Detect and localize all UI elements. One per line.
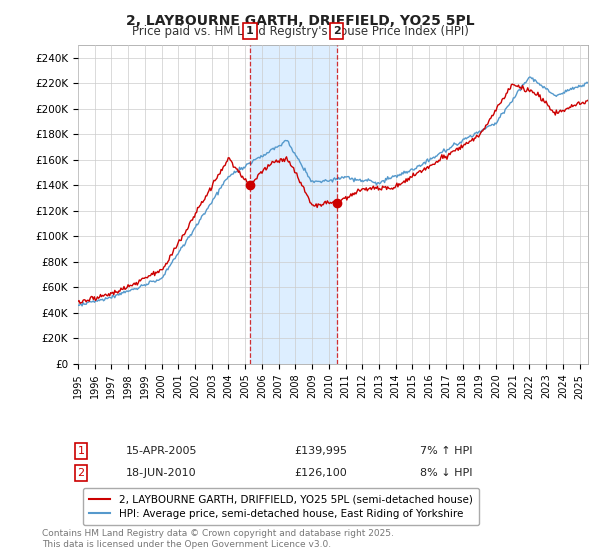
Legend: 2, LAYBOURNE GARTH, DRIFFIELD, YO25 5PL (semi-detached house), HPI: Average pric: 2, LAYBOURNE GARTH, DRIFFIELD, YO25 5PL …: [83, 488, 479, 525]
Text: 8% ↓ HPI: 8% ↓ HPI: [420, 468, 473, 478]
Bar: [250, 45, 337, 364]
Text: 2, LAYBOURNE GARTH, DRIFFIELD, YO25 5PL: 2, LAYBOURNE GARTH, DRIFFIELD, YO25 5PL: [125, 14, 475, 28]
Text: Contains HM Land Registry data © Crown copyright and database right 2025.
This d: Contains HM Land Registry data © Crown c…: [42, 529, 394, 549]
Text: 18-JUN-2010: 18-JUN-2010: [126, 468, 197, 478]
Text: Price paid vs. HM Land Registry's House Price Index (HPI): Price paid vs. HM Land Registry's House …: [131, 25, 469, 38]
Text: 2: 2: [332, 26, 340, 36]
Text: 1: 1: [246, 26, 254, 36]
Text: 15-APR-2005: 15-APR-2005: [126, 446, 197, 456]
Text: 7% ↑ HPI: 7% ↑ HPI: [420, 446, 473, 456]
Text: 2: 2: [77, 468, 85, 478]
Text: 1: 1: [77, 446, 85, 456]
Text: £126,100: £126,100: [294, 468, 347, 478]
Text: £139,995: £139,995: [294, 446, 347, 456]
